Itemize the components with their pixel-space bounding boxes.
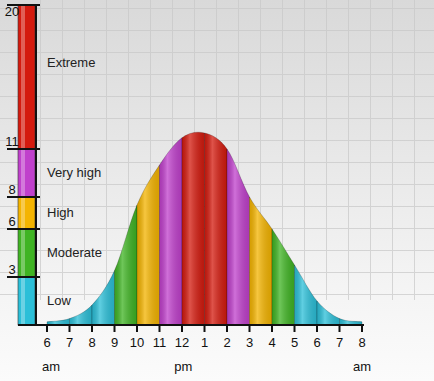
- x-tick: [294, 325, 296, 332]
- x-tick: [159, 325, 161, 332]
- area-strip-shine: [250, 197, 273, 325]
- x-tick-label: 8: [88, 335, 95, 350]
- x-tick-label: 3: [246, 335, 253, 350]
- level-band-shine: [21, 150, 25, 196]
- area-strip-shine: [295, 265, 318, 325]
- x-tick-label: 5: [291, 335, 298, 350]
- grid-line: [0, 96, 434, 97]
- x-tick: [181, 325, 183, 332]
- x-tick: [136, 325, 138, 332]
- page: {"chart_data": {"type": "area", "categor…: [0, 0, 434, 381]
- level-label: Low: [47, 293, 71, 308]
- area-strip: [295, 265, 318, 325]
- x-tick: [226, 325, 228, 332]
- area-strip: [205, 133, 228, 325]
- area-strip: [92, 271, 115, 325]
- x-tick: [46, 325, 48, 332]
- x-tick: [249, 325, 251, 332]
- area-strip: [160, 138, 183, 325]
- level-band: [18, 197, 35, 229]
- grid-line: [0, 118, 434, 119]
- x-tick-label: 8: [358, 335, 365, 350]
- area-strip-shine: [272, 229, 295, 325]
- grid-line: [0, 8, 434, 9]
- x-tick-label: 7: [336, 335, 343, 350]
- area-strip-shine: [92, 271, 115, 325]
- level-band: [18, 229, 35, 277]
- grid-line: [0, 74, 434, 75]
- area-strip-shine: [160, 138, 183, 325]
- x-tick: [204, 325, 206, 332]
- x-tick: [271, 325, 273, 332]
- area-strip: [227, 149, 250, 325]
- grid-line: [304, 0, 305, 300]
- level-band: [18, 149, 35, 197]
- level-band: [18, 277, 35, 325]
- x-tick: [339, 325, 341, 332]
- level-band: [18, 5, 35, 149]
- area-strip: [182, 132, 205, 325]
- area-strip-shine: [115, 205, 138, 325]
- x-tick-label: 10: [130, 335, 144, 350]
- grid-line: [326, 0, 327, 300]
- area-strip-shine: [70, 305, 93, 325]
- area-strip-shine: [137, 165, 160, 325]
- level-label: Moderate: [47, 245, 102, 260]
- level-label: Extreme: [47, 55, 95, 70]
- y-tick-label: 6: [8, 214, 15, 229]
- x-tick-label: 2: [223, 335, 230, 350]
- y-tick-label: 11: [5, 134, 19, 149]
- x-tick-label: 6: [43, 335, 50, 350]
- area-strip-shine: [227, 149, 250, 325]
- grid-line: [106, 0, 107, 300]
- area-strip-shine: [182, 132, 205, 325]
- x-tick-label: 12: [175, 335, 189, 350]
- x-tick: [361, 325, 363, 332]
- grid-line: [348, 0, 349, 300]
- y-tick-label: 3: [8, 262, 15, 277]
- x-tick: [114, 325, 116, 332]
- area-strip: [137, 165, 160, 325]
- level-label: Very high: [47, 165, 101, 180]
- y-tick-label: 20: [5, 4, 19, 19]
- x-tick-label: 11: [153, 335, 167, 350]
- area-strip: [115, 205, 138, 325]
- chart: Low Moderate High Very high Extreme 3 6 8 11 20 6 7…: [0, 0, 434, 381]
- period-label: pm: [174, 359, 192, 374]
- grid-line: [0, 52, 434, 53]
- area-strip: [250, 197, 273, 325]
- area-strip-shine: [205, 133, 228, 325]
- area-strip: [317, 301, 340, 325]
- x-tick-label: 1: [201, 335, 208, 350]
- x-tick-label: 4: [268, 335, 275, 350]
- period-label: am: [353, 359, 371, 374]
- level-band-shine: [21, 230, 25, 276]
- grid-line: [40, 0, 41, 300]
- y-tick-label: 8: [8, 182, 15, 197]
- grid-line: [414, 0, 415, 300]
- area-strip: [70, 305, 93, 325]
- plot-area: [47, 132, 362, 325]
- period-label: am: [42, 359, 60, 374]
- level-band-shine: [21, 6, 25, 148]
- background: [0, 0, 434, 381]
- level-label: High: [47, 205, 74, 220]
- grid-line: [370, 0, 371, 300]
- x-tick-label: 6: [313, 335, 320, 350]
- grid-line: [0, 30, 434, 31]
- x-tick-label: 9: [111, 335, 118, 350]
- grid-line: [392, 0, 393, 300]
- x-tick: [69, 325, 71, 332]
- x-tick: [91, 325, 93, 332]
- area-strip-shine: [317, 301, 340, 325]
- area-strip: [272, 229, 295, 325]
- x-tick-label: 7: [66, 335, 73, 350]
- level-band-shine: [21, 198, 25, 228]
- level-band-shine: [21, 278, 25, 324]
- x-tick: [316, 325, 318, 332]
